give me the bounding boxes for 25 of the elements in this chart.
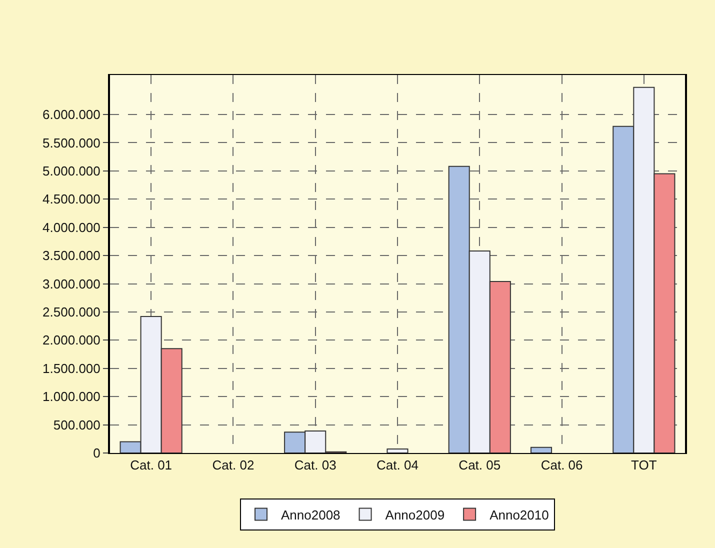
bar [530, 446, 552, 453]
x-tick-label: Cat. 03 [294, 458, 336, 473]
y-tick-label: 1.000.000 [42, 389, 100, 404]
x-tick-label: Cat. 06 [540, 458, 583, 473]
x-tick-label: Cat. 02 [212, 458, 254, 473]
y-tick-label: 0 [93, 446, 100, 461]
legend-label: Anno2009 [385, 507, 445, 522]
legend-label: Anno2008 [281, 507, 340, 522]
y-tick-label: 5.500.000 [42, 135, 100, 150]
x-tick-label: Cat. 04 [376, 458, 418, 473]
y-tick-label: 2.000.000 [42, 332, 100, 348]
x-tick-label: Cat. 05 [458, 458, 501, 473]
y-tick-label: 4.000.000 [42, 220, 100, 235]
x-tick-label: Cat. 01 [130, 458, 172, 473]
y-tick-label: 500.000 [53, 417, 100, 432]
y-tick-label: 3.500.000 [42, 248, 100, 264]
y-tick-label: 6.000.000 [42, 107, 100, 122]
y-tick-label: 4.500.000 [42, 192, 100, 207]
legend-label: Anno2010 [490, 507, 549, 522]
y-tick-label: 5.000.000 [42, 163, 100, 178]
y-tick-label: 2.500.000 [42, 304, 100, 320]
bar [386, 448, 408, 453]
y-tick-label: 1.500.000 [42, 360, 100, 376]
y-tick-label: 3.000.000 [42, 276, 100, 292]
x-tick-label: TOT [631, 458, 657, 473]
